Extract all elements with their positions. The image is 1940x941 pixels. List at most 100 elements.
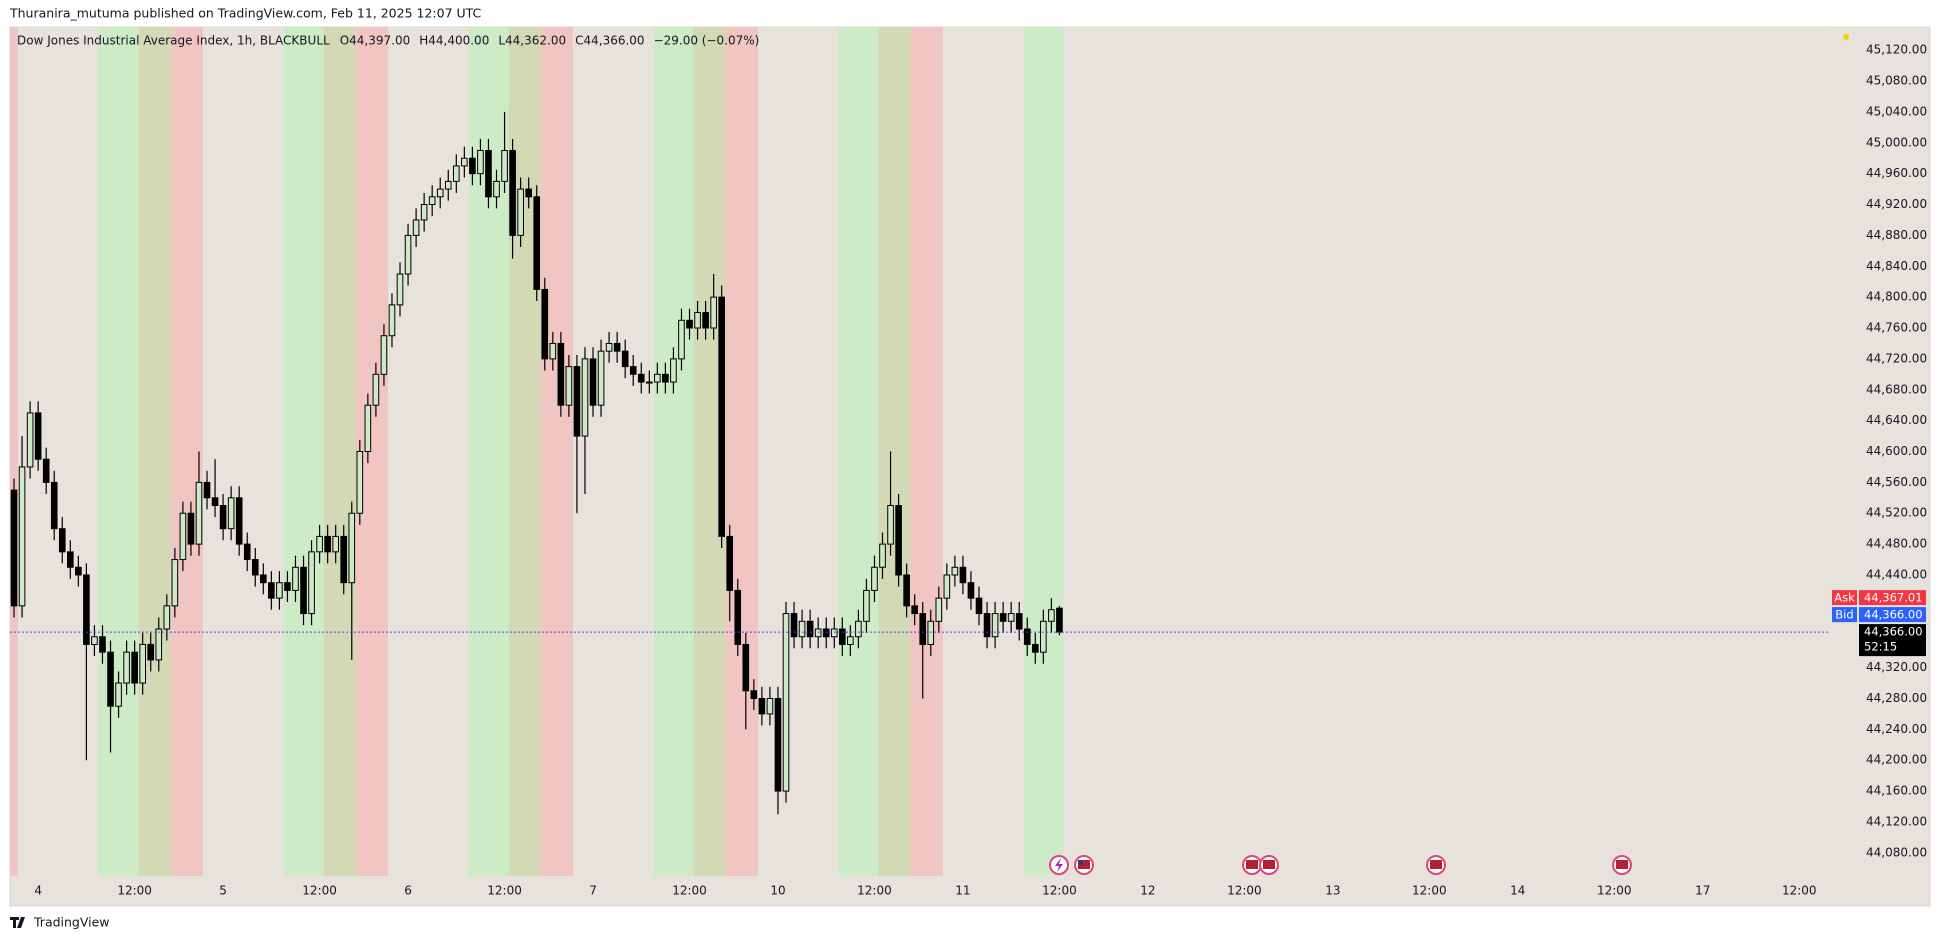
candle-body bbox=[597, 350, 605, 406]
candle-body bbox=[308, 551, 315, 615]
candle-body bbox=[758, 697, 766, 715]
brand-name: TradingView bbox=[33, 915, 110, 930]
ohlc-value: −29.00 (−0.07%) bbox=[654, 34, 760, 48]
candle-body bbox=[782, 613, 790, 792]
candle-body bbox=[340, 535, 348, 584]
x-tick-label: 12:00 bbox=[1597, 884, 1632, 898]
candle-body bbox=[91, 636, 98, 645]
brand-logo bbox=[10, 917, 25, 928]
last-price-label: 44,366.00 bbox=[1864, 625, 1923, 639]
y-tick-label: 44,120.00 bbox=[1866, 814, 1927, 828]
candle-body bbox=[565, 366, 573, 406]
price-tag-name-box bbox=[1832, 590, 1857, 606]
candle-body bbox=[702, 312, 709, 329]
candle-body bbox=[863, 589, 870, 622]
publish-header: Thuranira_mutuma published on TradingVie… bbox=[9, 6, 482, 21]
y-tick-label: 45,000.00 bbox=[1866, 135, 1927, 149]
candle-body bbox=[983, 613, 991, 638]
y-tick-label: 44,680.00 bbox=[1866, 382, 1927, 396]
candle-body bbox=[404, 234, 412, 275]
candle-body bbox=[380, 335, 388, 375]
candle-body bbox=[911, 605, 918, 615]
x-tick-label: 12:00 bbox=[857, 884, 892, 898]
candle-body bbox=[243, 543, 251, 561]
flag bbox=[1430, 860, 1442, 869]
candle-body bbox=[887, 505, 894, 545]
x-tick-label: 6 bbox=[404, 884, 412, 898]
candle-body bbox=[420, 204, 428, 221]
x-tick-label: 12:00 bbox=[487, 884, 522, 898]
candle-body bbox=[388, 304, 396, 337]
candle-body bbox=[774, 697, 782, 792]
candle-body bbox=[662, 373, 669, 383]
candle-body bbox=[798, 620, 806, 638]
x-tick-label: 13 bbox=[1325, 884, 1340, 898]
x-tick-label: 12:00 bbox=[1042, 884, 1077, 898]
candle-body bbox=[276, 582, 283, 599]
x-tick-label: 17 bbox=[1695, 884, 1710, 898]
session-band bbox=[283, 27, 324, 876]
candle-body bbox=[219, 505, 227, 530]
candle-body bbox=[26, 412, 34, 468]
session-band bbox=[725, 27, 758, 876]
candle-body bbox=[18, 466, 26, 607]
candle-body bbox=[452, 165, 460, 182]
session-band bbox=[540, 27, 573, 876]
y-tick-label: 44,880.00 bbox=[1866, 228, 1927, 242]
candle-body bbox=[477, 149, 484, 175]
candle-body bbox=[509, 149, 516, 236]
candle-body bbox=[348, 512, 356, 584]
y-tick-label: 44,800.00 bbox=[1866, 290, 1927, 304]
candle-body bbox=[919, 613, 927, 645]
candle-body bbox=[251, 559, 259, 576]
symbol-title: Dow Jones Industrial Average Index, 1h, … bbox=[17, 34, 330, 48]
candle-body bbox=[975, 597, 983, 615]
candle-body bbox=[879, 543, 886, 568]
y-tick-label: 44,440.00 bbox=[1866, 567, 1927, 581]
ohlc-value: L44,362.00 bbox=[498, 34, 566, 48]
price-tag-label: 44,366.00 bbox=[1864, 608, 1923, 622]
candle-body bbox=[1048, 609, 1055, 622]
candle-body bbox=[927, 620, 935, 645]
candle-body bbox=[830, 628, 838, 638]
candle-body bbox=[991, 613, 999, 638]
x-tick-label: 7 bbox=[589, 884, 597, 898]
candle-body bbox=[838, 628, 846, 645]
price-tag-box bbox=[1859, 590, 1926, 606]
candle-body bbox=[444, 180, 452, 190]
event-icon-glyph bbox=[1055, 858, 1063, 872]
candle-body bbox=[372, 373, 380, 406]
candle-body bbox=[485, 149, 492, 198]
event-icons bbox=[1049, 855, 1632, 875]
candle-body bbox=[766, 697, 774, 715]
countdown: 52:15 bbox=[1864, 640, 1897, 654]
candle-body bbox=[814, 628, 822, 638]
candle-body bbox=[573, 366, 581, 437]
flag bbox=[1616, 860, 1628, 869]
candle-body bbox=[637, 373, 645, 383]
candle-body bbox=[469, 157, 476, 175]
candle-body bbox=[525, 188, 532, 198]
price-tag-name: Bid bbox=[1835, 608, 1853, 622]
candle-body bbox=[324, 535, 331, 553]
candle-body bbox=[959, 566, 967, 584]
candle-body bbox=[654, 373, 661, 383]
candle-body bbox=[1031, 643, 1039, 653]
candle-body bbox=[211, 497, 219, 507]
candle-body bbox=[107, 651, 114, 707]
candle-body bbox=[943, 574, 951, 599]
candle-body bbox=[847, 636, 854, 645]
candle-body bbox=[300, 566, 307, 615]
candle-body bbox=[42, 458, 50, 483]
candle-body bbox=[171, 559, 179, 607]
candle-body bbox=[412, 219, 420, 236]
candle-body bbox=[581, 358, 589, 437]
candle-body bbox=[670, 358, 677, 383]
candle-body bbox=[1023, 628, 1031, 645]
y-tick-label: 44,200.00 bbox=[1866, 753, 1927, 767]
candle-body bbox=[75, 566, 82, 576]
candle-body bbox=[292, 566, 299, 591]
flag bbox=[1263, 860, 1275, 869]
